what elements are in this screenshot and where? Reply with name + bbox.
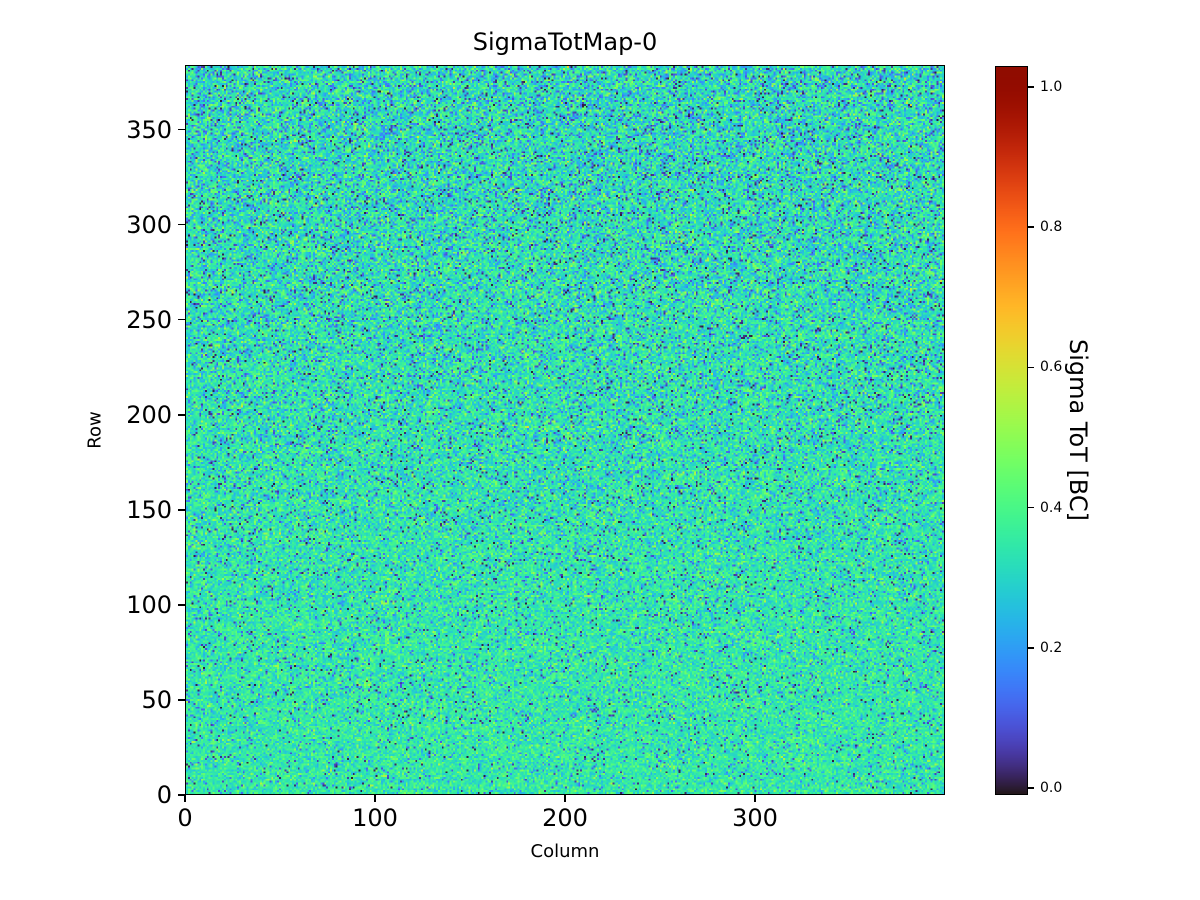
colorbar (995, 66, 1028, 795)
colorbar-tick-label: 0.2 (1040, 639, 1063, 656)
colorbar-tick-label: 0.0 (1040, 779, 1063, 796)
colorbar-label: Sigma ToT [BC] (1064, 339, 1092, 521)
y-tick-label: 300 (126, 210, 172, 239)
y-tick-mark (178, 223, 185, 226)
x-tick-label: 0 (177, 804, 193, 832)
y-tick-label: 350 (126, 115, 172, 144)
heatmap-canvas (186, 66, 944, 794)
y-tick-mark (178, 318, 185, 321)
y-tick-mark (178, 509, 185, 511)
y-tick-label: 50 (141, 685, 172, 714)
colorbar-tick-mark (1028, 506, 1034, 509)
x-tick-mark (374, 795, 376, 802)
x-tick-mark (184, 795, 186, 802)
x-axis-label: Column (530, 841, 600, 862)
y-tick-label: 0 (156, 781, 172, 809)
y-tick-mark (178, 128, 185, 131)
colorbar-tick-mark (1028, 647, 1034, 649)
y-tick-label: 150 (126, 495, 172, 524)
y-axis-label: Row (84, 411, 106, 449)
x-tick-label: 100 (352, 804, 398, 832)
colorbar-canvas (996, 67, 1027, 794)
colorbar-tick-label: 0.8 (1040, 219, 1063, 236)
x-tick-label: 300 (732, 804, 778, 832)
y-tick-mark (178, 794, 185, 796)
colorbar-tick-mark (1028, 226, 1034, 228)
colorbar-tick-mark (1028, 86, 1034, 88)
y-tick-mark (178, 604, 185, 606)
y-tick-mark (178, 414, 185, 416)
colorbar-tick-label: 0.4 (1040, 499, 1063, 516)
colorbar-tick-mark (1028, 787, 1034, 789)
y-tick-label: 200 (126, 400, 172, 429)
x-tick-label: 200 (542, 804, 588, 832)
colorbar-tick-label: 1.0 (1040, 79, 1063, 96)
y-tick-label: 100 (126, 590, 172, 619)
colorbar-tick-label: 0.6 (1040, 359, 1063, 376)
x-tick-mark (564, 795, 566, 802)
y-tick-label: 250 (126, 305, 172, 334)
heatmap-plot (185, 65, 945, 795)
chart-title: SigmaTotMap-0 (472, 28, 658, 56)
colorbar-tick-mark (1028, 366, 1034, 369)
y-tick-mark (178, 699, 185, 701)
x-tick-mark (754, 795, 756, 802)
